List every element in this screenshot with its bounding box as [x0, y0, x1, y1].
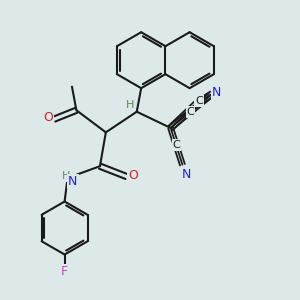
Text: C: C [187, 107, 194, 117]
Text: N: N [212, 86, 221, 99]
Text: C: C [172, 140, 180, 150]
Text: F: F [61, 265, 68, 278]
Text: H: H [126, 100, 134, 110]
Text: N: N [182, 168, 191, 181]
Text: H: H [62, 171, 70, 181]
Text: O: O [128, 169, 138, 182]
Text: N: N [68, 175, 77, 188]
Text: O: O [43, 111, 53, 124]
Text: C: C [195, 96, 203, 106]
Text: N: N [212, 85, 221, 98]
